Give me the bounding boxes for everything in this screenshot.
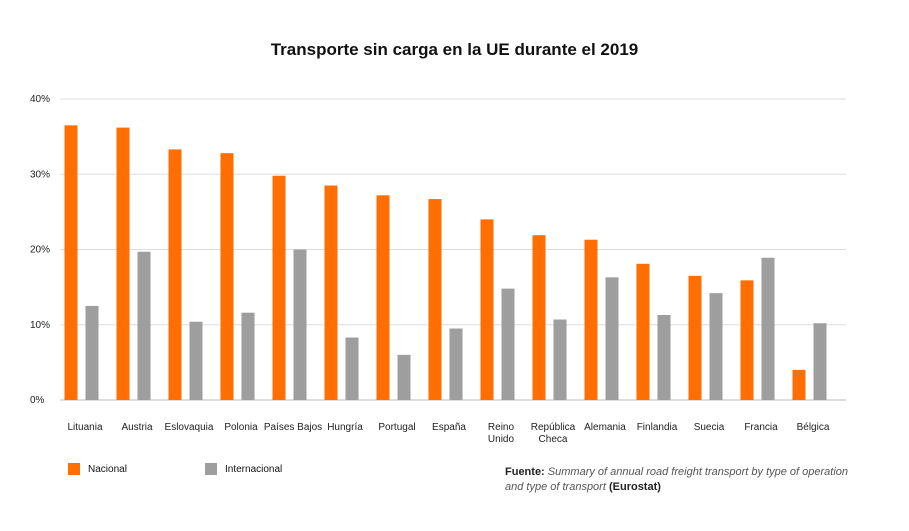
bar-nacional [688,275,702,400]
legend-swatch-internacional [205,463,217,475]
bar-nacional [740,280,754,400]
x-category-label: Lituania [67,422,102,433]
legend-swatch-nacional [68,463,80,475]
bar-internacional [449,328,463,400]
x-category-label: Francia [744,422,778,433]
x-category-label: República Checa [531,422,576,445]
y-tick-label: 10% [30,320,50,331]
x-category-label: Bélgica [797,422,830,433]
x-category-label: Portugal [378,422,415,433]
bar-nacional [116,127,130,400]
source-text: Summary of annual road freight transport… [505,466,849,493]
bar-nacional [532,235,546,400]
bar-nacional [636,263,650,400]
source-org: (Eurostat) [608,481,661,493]
x-category-label: Finlandia [637,422,678,433]
bar-internacional [85,305,99,400]
bars [64,125,827,401]
x-category-label: Austria [121,422,153,433]
x-axis-labels: Lituania Austria Eslovaquia Polonia Países B… [67,422,829,445]
legend-item-internacional: Internacional [205,463,282,475]
bar-internacional [657,314,671,400]
bar-internacional [345,337,359,400]
x-category-label: Suecia [694,422,725,433]
bar-nacional [64,125,78,401]
y-tick-label: 30% [30,169,50,180]
source-note: Fuente: Summary of annual road freight t… [505,465,865,495]
bar-internacional [137,251,151,400]
bar-internacional [605,277,619,400]
source-label: Fuente: [505,466,545,478]
bar-nacional [168,149,182,400]
bar-nacional [792,369,806,400]
bar-internacional [241,312,255,400]
x-category-label: Hungría [327,422,363,433]
x-category-label: Alemania [584,422,626,433]
bar-nacional [428,199,442,400]
bar-internacional [501,288,515,400]
bar-internacional [709,293,723,400]
bar-internacional [553,319,567,400]
bar-internacional [761,257,775,400]
legend-item-nacional: Nacional [68,463,127,475]
legend-label-internacional: Internacional [225,463,283,475]
bar-nacional [220,153,234,400]
bar-nacional [376,195,390,400]
bar-internacional [293,249,307,400]
bar-nacional [584,239,598,400]
y-tick-label: 20% [30,245,50,256]
bar-internacional [397,354,411,400]
x-category-label: Polonia [224,422,258,433]
legend-label-nacional: Nacional [88,463,127,475]
bar-internacional [813,323,827,400]
y-tick-label: 0% [30,395,45,406]
x-category-label: España [432,422,466,433]
bar-nacional [480,219,494,400]
y-axis-ticks: 0% 10% 20% 30% 40% [30,94,50,406]
y-tick-label: 40% [30,94,50,105]
bar-nacional [324,185,338,400]
chart-title: Transporte sin carga en la UE durante el… [270,40,639,59]
bar-nacional [272,175,286,400]
bar-internacional [189,321,203,400]
x-category-label: Países Bajos [264,422,322,433]
x-category-label: Reino Unido [488,422,515,445]
x-category-label: Eslovaquia [165,422,214,433]
